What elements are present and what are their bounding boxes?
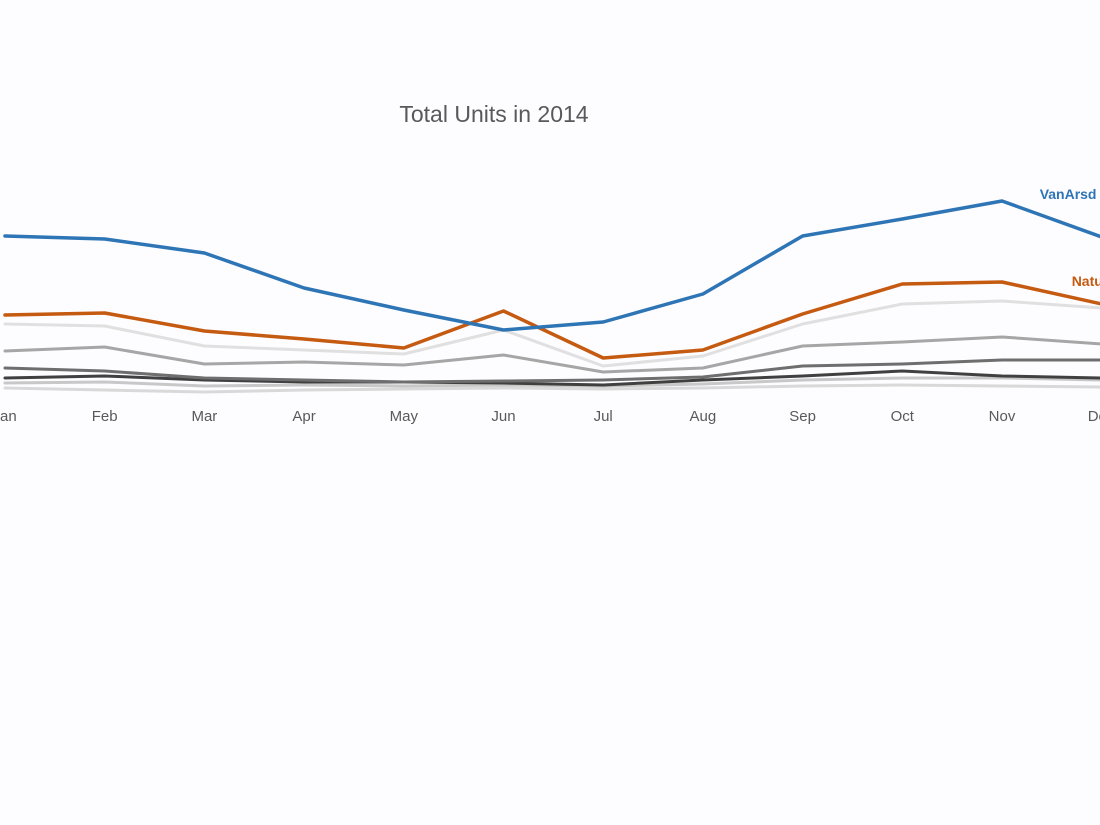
series-line	[3, 369, 1100, 387]
x-tick-label: Oct	[891, 408, 915, 425]
x-tick-label: May	[390, 408, 419, 425]
series-label: Natu	[1072, 273, 1100, 289]
series-line	[3, 383, 1100, 394]
chart-title: Total Units in 2014	[399, 101, 588, 127]
x-tick-label: Jul	[594, 408, 613, 425]
series-line	[3, 199, 1100, 332]
series-line	[3, 335, 1100, 374]
x-tick-label: Feb	[92, 408, 118, 425]
x-tick-label: Aug	[690, 408, 717, 425]
x-tick-label: Nov	[989, 408, 1016, 425]
series-line	[3, 358, 1100, 384]
x-tick-label: Mar	[191, 408, 217, 425]
x-tick-label: an	[0, 408, 17, 425]
x-tick-label: Apr	[292, 408, 315, 425]
series-line	[3, 280, 1100, 360]
series-line	[3, 299, 1100, 368]
x-tick-label: De	[1088, 408, 1100, 425]
x-tick-label: Sep	[789, 408, 816, 425]
series-label: VanArsd	[1040, 186, 1097, 202]
x-tick-label: Jun	[491, 408, 515, 425]
